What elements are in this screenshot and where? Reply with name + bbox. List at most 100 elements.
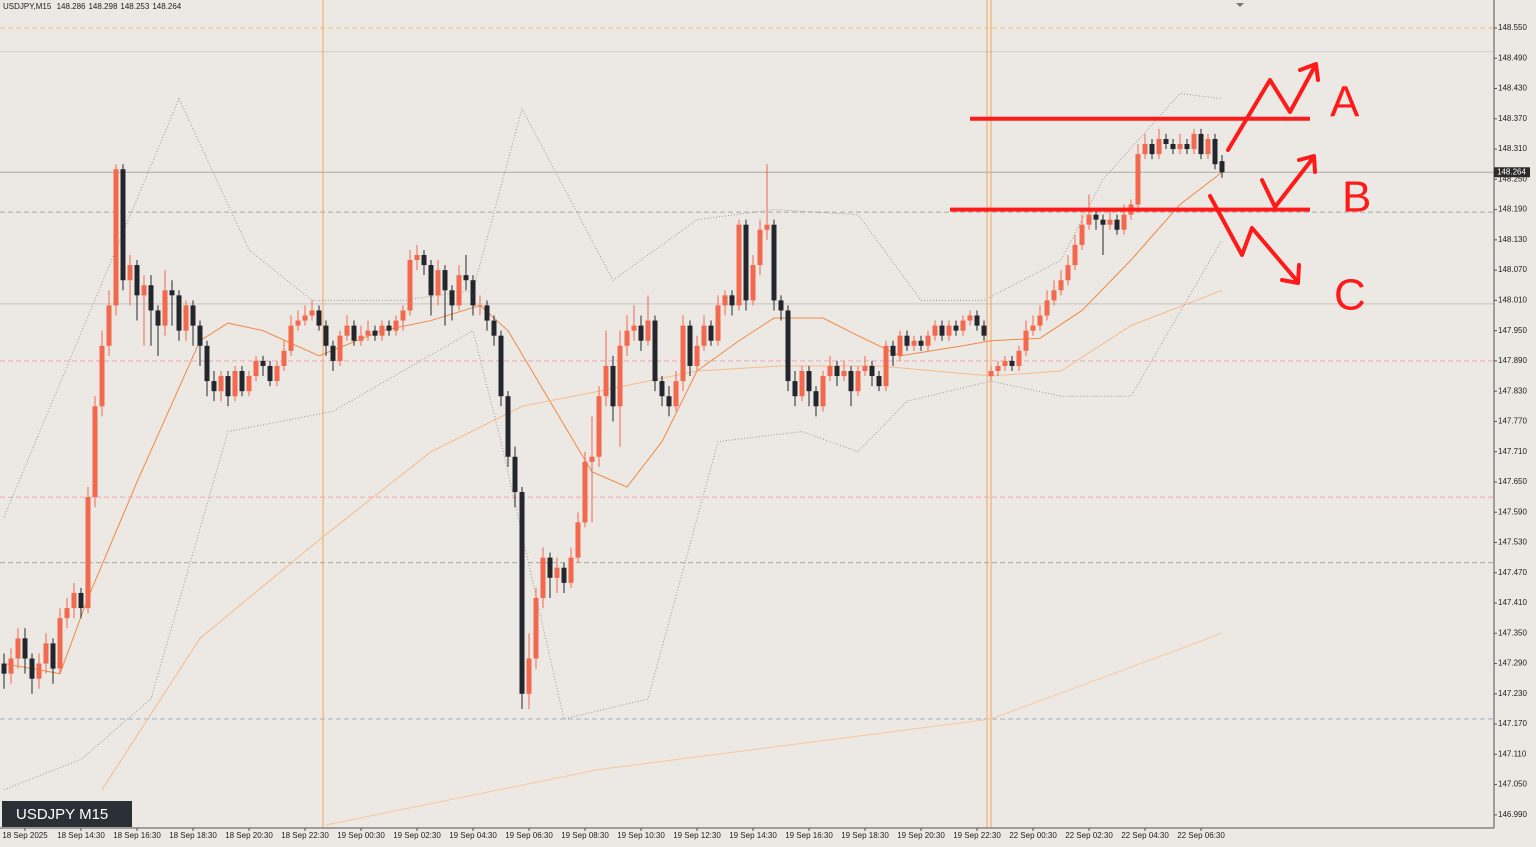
candle-body (869, 365, 875, 377)
candle-body (792, 381, 798, 397)
candle-body (197, 325, 203, 346)
y-tick-label: 147.530 (1498, 538, 1527, 547)
candle-body (708, 325, 714, 341)
y-tick-label: 148.550 (1498, 23, 1527, 32)
candle-body (610, 365, 616, 407)
candle-body (302, 315, 308, 321)
y-tick-label: 148.490 (1498, 53, 1527, 62)
y-tick-label: 147.470 (1498, 568, 1527, 577)
candle-body (974, 315, 980, 326)
candle-body (827, 365, 833, 377)
candle-body (225, 376, 231, 397)
candle-body (232, 370, 238, 397)
y-tick-label: 147.650 (1498, 477, 1527, 486)
candle-body (1037, 315, 1043, 326)
candle-body (253, 360, 259, 377)
x-tick-label: 19 Sep 00:30 (337, 831, 385, 840)
candle-body (281, 350, 287, 366)
candle-body (183, 305, 189, 331)
y-tick-label: 148.370 (1498, 114, 1527, 123)
candle-body (1198, 133, 1204, 155)
candle-body (645, 320, 651, 341)
y-tick-label: 146.990 (1498, 810, 1527, 819)
candle-body (393, 320, 399, 331)
y-tick-label: 147.590 (1498, 507, 1527, 516)
candle-body (764, 224, 770, 230)
candle-body (316, 310, 322, 326)
candle-body (169, 290, 175, 296)
candle-body (71, 592, 77, 609)
y-tick-label: 148.130 (1498, 235, 1527, 244)
y-tick-label: 147.110 (1498, 749, 1527, 758)
x-tick-label: 18 Sep 14:30 (57, 831, 105, 840)
candle-body (1142, 144, 1148, 155)
scenario-label: B (1342, 173, 1371, 222)
candle-body (1191, 133, 1197, 150)
x-tick-label: 19 Sep 08:30 (561, 831, 609, 840)
candle-body (36, 663, 42, 679)
candle-body (1072, 244, 1078, 266)
shift-marker (1236, 3, 1244, 7)
y-tick-label: 148.190 (1498, 205, 1527, 214)
candle-body (855, 370, 861, 392)
candle-body (981, 325, 987, 336)
candle-body (834, 365, 840, 377)
candle-body (442, 270, 448, 291)
candle-body (750, 265, 756, 301)
y-tick-label: 147.230 (1498, 689, 1527, 698)
candle-body (561, 567, 567, 583)
candle-body (498, 335, 504, 397)
header: USDJPY,M15 148.286 148.298 148.253 148.264 (3, 2, 184, 11)
candle-body (428, 265, 434, 296)
x-tick-label: 19 Sep 04:30 (449, 831, 497, 840)
candle-body (743, 224, 749, 301)
candle-body (680, 325, 686, 382)
x-tick-label: 19 Sep 20:30 (897, 831, 945, 840)
indicator-line (3, 171, 1223, 675)
candle-body (540, 557, 546, 598)
candle-body (582, 461, 588, 523)
candle-body (1184, 144, 1190, 150)
candle-body (246, 376, 252, 392)
candle-body (491, 320, 497, 336)
candle-body (400, 310, 406, 321)
indicator-line (3, 93, 1223, 518)
x-tick-label: 19 Sep 22:30 (953, 831, 1001, 840)
candle-body (1135, 154, 1141, 205)
candle-body (673, 381, 679, 407)
candle-body (1030, 325, 1036, 331)
candle-body (92, 406, 98, 498)
candle-body (946, 325, 952, 336)
candle-body (519, 492, 525, 694)
x-tick-label: 18 Sep 22:30 (281, 831, 329, 840)
candle-body (568, 557, 574, 583)
candle-body (505, 396, 511, 457)
candle-body (715, 305, 721, 341)
candle-body (218, 376, 224, 392)
candle-body (757, 229, 763, 266)
candle-body (918, 340, 924, 346)
candle-body (8, 658, 14, 674)
y-tick-label: 148.310 (1498, 144, 1527, 153)
candle-body (1058, 280, 1064, 291)
candle-body (484, 305, 490, 321)
candle-body (50, 643, 56, 669)
ohlc-close: 148.264 (152, 2, 182, 11)
candle-body (554, 567, 560, 578)
candle-body (386, 325, 392, 331)
candle-body (806, 370, 812, 392)
candle-body (1170, 144, 1176, 150)
ohlc-low: 148.253 (120, 2, 150, 11)
candle-body (701, 325, 707, 346)
candle-body (29, 658, 35, 679)
x-tick-label: 19 Sep 16:30 (785, 831, 833, 840)
candle-body (155, 310, 161, 326)
x-tick-label: 19 Sep 12:30 (673, 831, 721, 840)
y-tick-label: 147.350 (1498, 628, 1527, 637)
candle-body (666, 396, 672, 407)
candle-body (953, 325, 959, 331)
y-tick-label: 148.250 (1498, 174, 1527, 183)
candle-body (820, 376, 826, 407)
scenario-label: A (1330, 78, 1360, 127)
candle-body (603, 365, 609, 397)
